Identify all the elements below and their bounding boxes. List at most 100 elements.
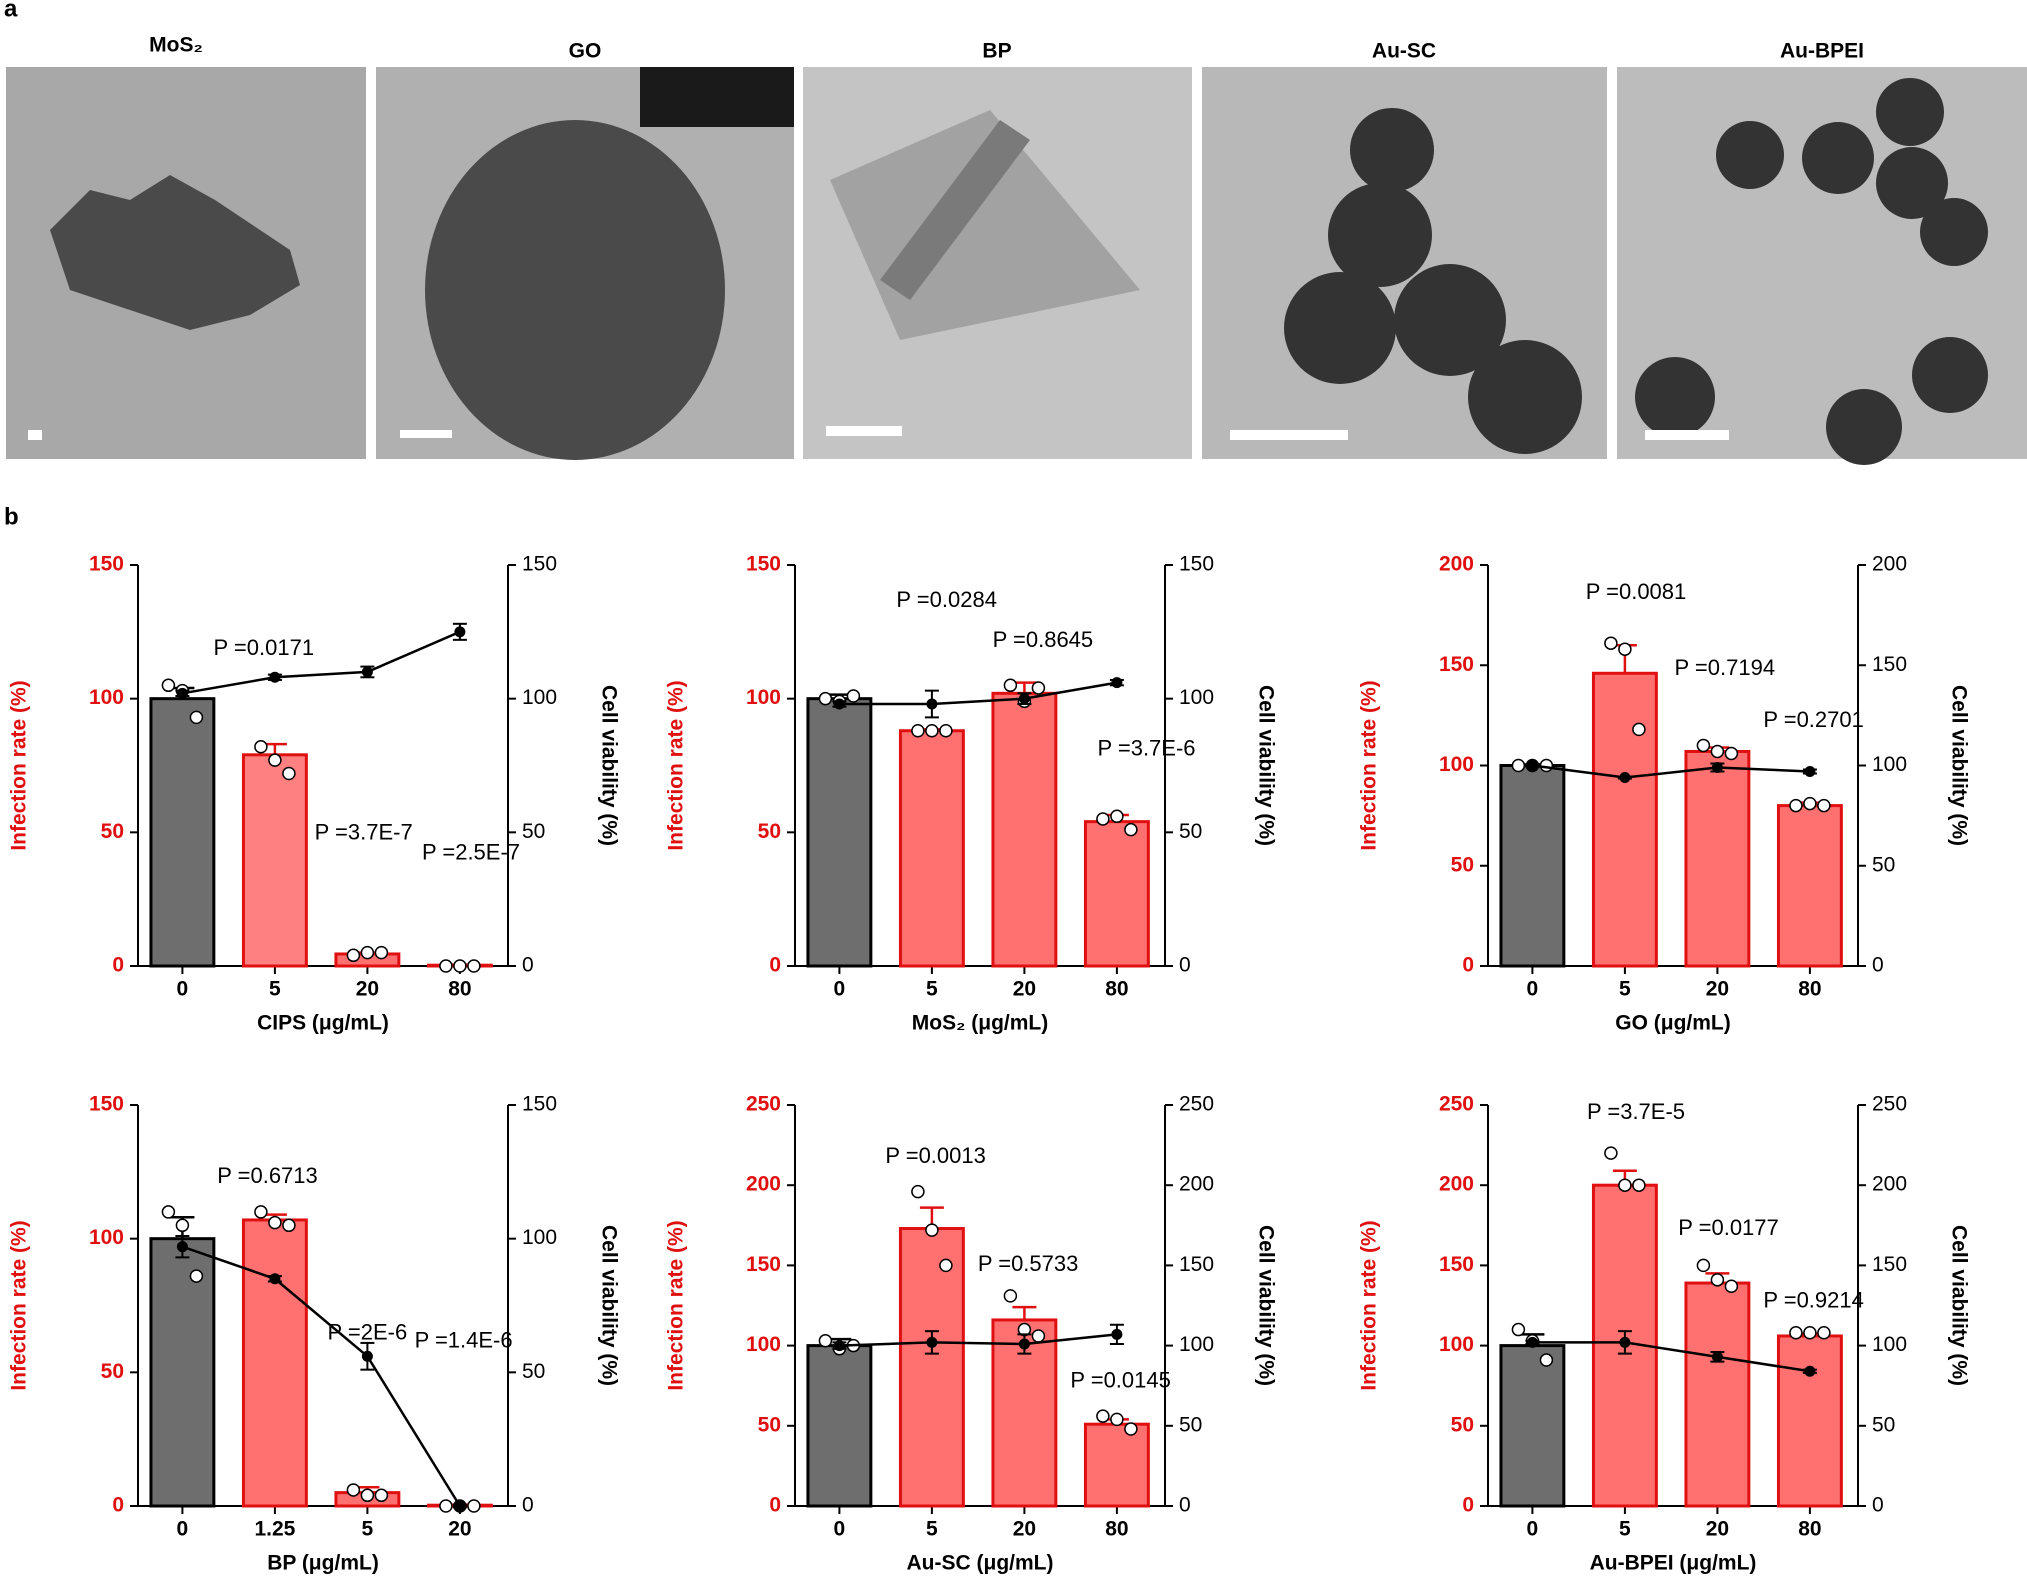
- viability-line: [182, 630, 461, 695]
- data-point: [346, 1483, 361, 1497]
- data-point: [925, 723, 939, 738]
- viability-point: [1018, 1338, 1030, 1350]
- data-point: [1803, 796, 1817, 811]
- x-tick-label: 80: [1798, 1518, 1821, 1541]
- y2-tick-label: 50: [522, 1360, 545, 1383]
- y2-tick-label: 50: [1872, 1413, 1895, 1436]
- data-point: [1710, 1273, 1725, 1287]
- p-value: P =0.8645: [993, 627, 1094, 652]
- p-value: P =0.0145: [1070, 1368, 1171, 1393]
- y-tick-label: 0: [112, 1494, 124, 1517]
- viability-point: [1711, 762, 1723, 774]
- y2-tick-label: 150: [1179, 1253, 1214, 1276]
- data-point: [1789, 1326, 1803, 1340]
- viability-point: [1804, 1365, 1816, 1377]
- viability-point: [269, 1273, 281, 1285]
- y-tick-label: 150: [746, 553, 781, 576]
- data-point: [1604, 636, 1618, 650]
- data-point: [374, 1488, 389, 1503]
- viability-point: [833, 698, 845, 710]
- data-point: [467, 1499, 481, 1513]
- viability-point: [1111, 677, 1123, 689]
- p-value: P =2E-6: [328, 1319, 408, 1344]
- y-tick-label: 200: [1439, 1173, 1474, 1196]
- data-point: [911, 723, 925, 738]
- x-tick-label: 80: [1105, 978, 1128, 1001]
- y-tick-label: 50: [101, 820, 124, 843]
- x-tick-label: 0: [177, 978, 189, 1001]
- x-tick-label: 1.25: [254, 1518, 295, 1541]
- y2-tick-label: 0: [1872, 954, 1884, 977]
- data-point: [439, 959, 453, 973]
- y-tick-label: 200: [1439, 553, 1474, 576]
- x-tick-label: 0: [1527, 1518, 1539, 1541]
- y2-tick-label: 50: [1872, 853, 1895, 876]
- x-tick-label: 20: [448, 1518, 471, 1541]
- y-tick-label: 200: [746, 1173, 781, 1196]
- tem-images: [6, 67, 2027, 465]
- bar: [806, 1344, 873, 1508]
- x-tick-label: 80: [1105, 1518, 1128, 1541]
- p-value: P =3.7E-6: [1097, 735, 1195, 760]
- x-axis-label: BP (μg/mL): [267, 1552, 379, 1575]
- bar: [1684, 1281, 1751, 1508]
- data-point: [1632, 1178, 1646, 1192]
- y-tick-label: 50: [1451, 1413, 1474, 1436]
- y-tick-label: 100: [746, 686, 781, 709]
- y2-tick-label: 150: [1872, 1253, 1907, 1276]
- data-point: [1724, 746, 1739, 761]
- p-value: P =0.0177: [1678, 1215, 1779, 1240]
- data-point: [189, 710, 204, 725]
- p-value: P =0.0081: [1586, 579, 1687, 604]
- data-point: [1789, 798, 1803, 813]
- bar: [149, 697, 216, 968]
- data-point: [189, 1269, 204, 1283]
- x-tick-label: 20: [1013, 1518, 1036, 1541]
- data-point: [1539, 1353, 1554, 1367]
- x-axis-label: CIPS (μg/mL): [257, 1012, 389, 1035]
- data-point: [254, 740, 268, 754]
- y2-axis-label: Cell viability (%): [1947, 1225, 1970, 1386]
- x-tick-label: 5: [1619, 1518, 1631, 1541]
- data-point: [1511, 1322, 1526, 1337]
- data-point: [818, 691, 833, 706]
- p-value: P =0.0171: [214, 635, 315, 660]
- data-point: [1817, 1326, 1831, 1340]
- y-tick-label: 0: [1462, 1494, 1474, 1517]
- viability-point: [926, 698, 938, 710]
- p-value: P =1.4E-6: [415, 1327, 513, 1352]
- y2-tick-label: 200: [1872, 1173, 1907, 1196]
- data-point: [175, 1218, 190, 1233]
- y-axis-label: Infection rate (%): [8, 1220, 31, 1390]
- error-bar: [1012, 1305, 1037, 1320]
- y2-axis-label: Cell viability (%): [1254, 685, 1277, 846]
- bar: [1499, 1344, 1566, 1508]
- p-value: P =3.7E-7: [315, 819, 413, 844]
- viability-point: [833, 1340, 845, 1352]
- data-point: [439, 1499, 453, 1513]
- bar: [806, 697, 873, 968]
- data-point: [818, 1334, 833, 1348]
- x-axis-label: Au-SC (μg/mL): [907, 1552, 1054, 1575]
- panel-label: b: [4, 503, 19, 530]
- y2-tick-label: 100: [522, 1226, 557, 1249]
- y-tick-label: 0: [769, 954, 781, 977]
- y2-tick-label: 50: [522, 820, 545, 843]
- data-point: [1618, 1178, 1632, 1192]
- image-label: Au-BPEI: [1780, 40, 1864, 63]
- y-tick-label: 100: [746, 1333, 781, 1356]
- y-axis-label: Infection rate (%): [1358, 1220, 1381, 1390]
- p-value: P =0.0284: [896, 587, 997, 612]
- x-tick-label: 0: [834, 978, 846, 1001]
- y2-tick-label: 250: [1872, 1093, 1907, 1116]
- bar: [241, 753, 308, 968]
- x-tick-label: 20: [1706, 978, 1729, 1001]
- x-tick-label: 5: [269, 978, 281, 1001]
- y2-axis-label: Cell viability (%): [597, 1225, 620, 1386]
- x-tick-label: 5: [362, 1518, 374, 1541]
- image-label: MoS₂: [149, 34, 203, 57]
- y-tick-label: 50: [758, 820, 781, 843]
- image-label: Au-SC: [1372, 40, 1436, 63]
- y-tick-label: 100: [1439, 753, 1474, 776]
- viability-line: [839, 681, 1118, 706]
